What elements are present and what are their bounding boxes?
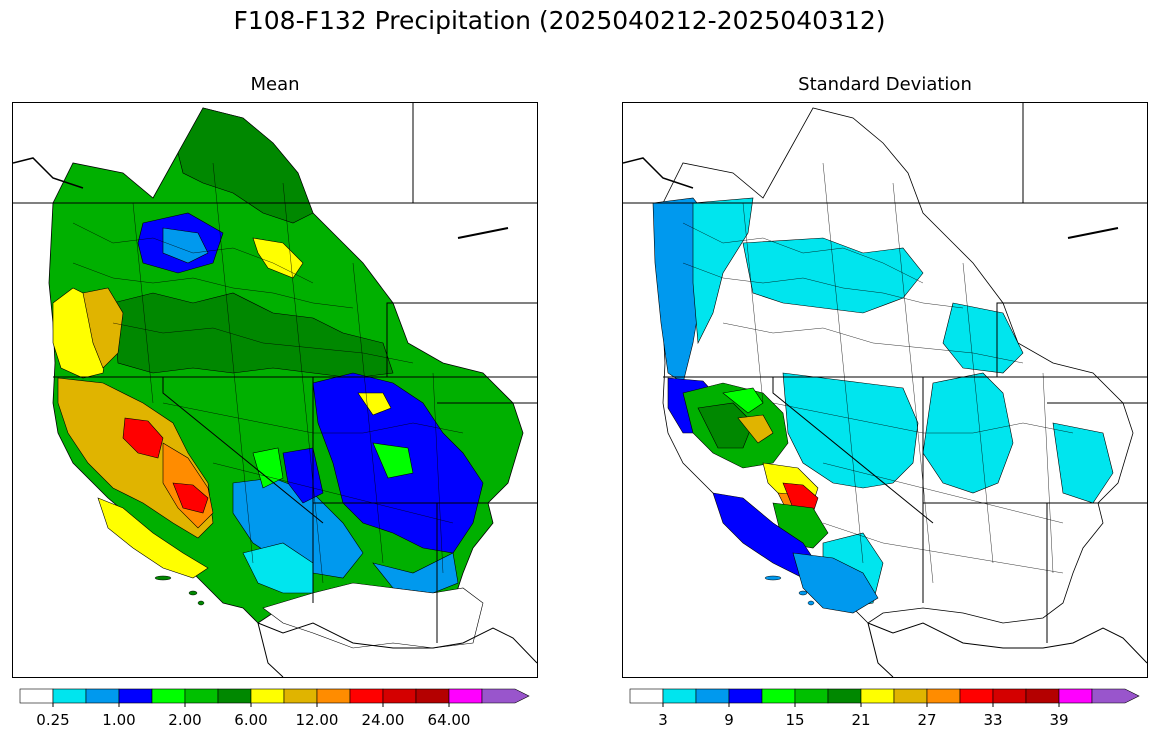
colorbar-segment [316,688,351,704]
region-red-north-ca [122,417,164,459]
lake-north [457,227,509,239]
puget-sound [13,157,84,189]
colorbar-segment [893,688,928,704]
colorbar-segment [250,688,285,704]
colorbar-tick-label: 3 [658,711,668,729]
colorbar-tick-label: 1.00 [102,711,136,729]
colorbar-tick-label: 6.00 [234,711,268,729]
colorbar-segment [1091,688,1140,704]
coast-mexico [867,622,1147,664]
colorbar-segment [85,688,120,704]
colorbar-tick-label: 9 [724,711,734,729]
map-std [622,102,1148,678]
colorbar-tick-label: 33 [983,711,1003,729]
colorbar-std-svg [629,688,1140,707]
colorbar-segment [283,688,318,704]
panel-title-std: Standard Deviation [798,74,972,95]
lake-north [1067,227,1119,239]
colorbar-mean [19,688,530,707]
colorbar-segment [662,688,697,704]
colorbar-segment [448,688,483,704]
region-gold-oregon [82,287,124,369]
region-yellow-montana [252,237,304,279]
colorbar-tick-label: 39 [1049,711,1069,729]
colorbar-segment [184,688,219,704]
colorbar-tick-label: 12.00 [295,711,339,729]
region-cyan-oregon [692,197,754,345]
colorbar-mean-svg [19,688,530,707]
colorbar-segment [415,688,450,704]
panel-title-mean: Mean [250,74,300,95]
region-lime-colorado [372,442,414,479]
colorbar-segment [926,688,961,704]
colorbar-segment [151,688,186,704]
colorbar-segment [349,688,384,704]
colorbar-segment [19,688,54,704]
region-dark-green-central [112,292,394,379]
colorbar-segment [827,688,862,704]
colorbar-segment [217,688,252,704]
colorbar-segment [959,688,994,704]
colorbar-segment [695,688,730,704]
region-darkgreen-ca [697,402,754,449]
baja-coast [867,622,894,677]
colorbar-tick-label: 27 [917,711,937,729]
colorbar-tick-label: 64.00 [427,711,471,729]
coast-mexico [257,622,537,664]
region-gold-sierra [737,414,774,444]
domain-basin-area [658,107,1134,624]
colorbar-segment [481,688,530,704]
colorbar-segment [860,688,895,704]
region-white-south [262,582,484,649]
colorbar-tick-label: 24.00 [361,711,405,729]
puget-sound [623,157,694,189]
region-cyan-wyoming [942,302,1024,374]
region-yellow-wyoming [357,392,392,416]
region-lime-nevada [252,447,284,489]
region-red-sierra [782,482,819,514]
region-yellow-coast-south [97,497,209,579]
region-cyan-utah [782,372,919,489]
colorbar-segment [794,688,829,704]
colorbar-segment [761,688,796,704]
region-dark-green-north [177,107,314,224]
colorbar-segment [629,688,664,704]
colorbar-segment [52,688,87,704]
colorbar-tick-label: 15 [785,711,805,729]
region-lightblue-socal [792,552,879,614]
colorbar-segment [382,688,417,704]
colorbar-segment [118,688,153,704]
region-cyan-newmexico [1052,422,1114,504]
figure-title: F108-F132 Precipitation (2025040212-2025… [233,6,886,35]
colorbar-tick-label: 2.00 [168,711,202,729]
colorbar-std [629,688,1140,707]
colorbar-segment [1058,688,1093,704]
colorbar-segment [728,688,763,704]
baja-coast [257,622,284,677]
colorbar-tick-label: 21 [851,711,871,729]
region-red-sierra [172,482,209,514]
region-lightblue-idaho [162,227,209,264]
colorbar-segment [992,688,1027,704]
colorbar-segment [1025,688,1060,704]
map-mean [12,102,538,678]
colorbar-tick-label: 0.25 [36,711,70,729]
